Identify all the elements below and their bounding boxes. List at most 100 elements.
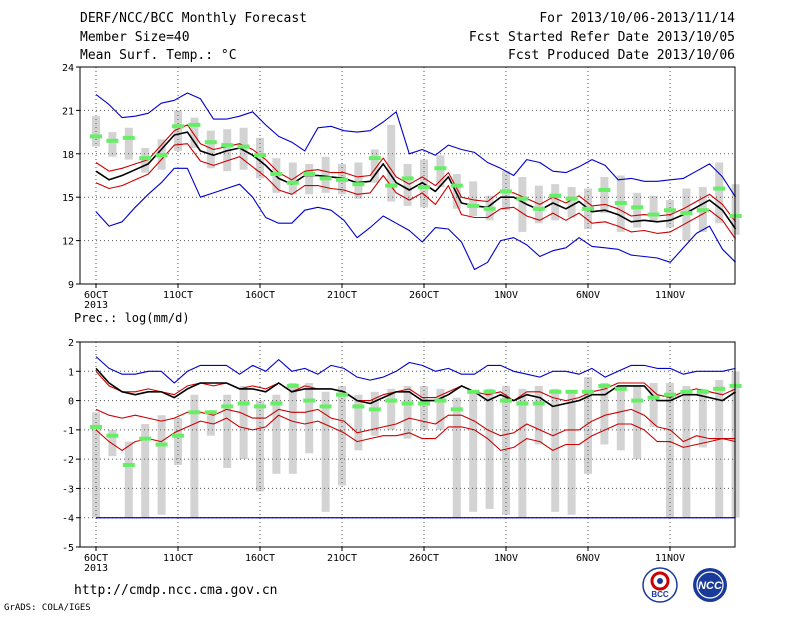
y-tick-label: -3	[62, 484, 74, 495]
series-line-max	[95, 92, 737, 198]
median-marker	[122, 463, 135, 467]
median-marker	[286, 383, 299, 388]
y-tick-label: 1	[68, 367, 74, 378]
ensemble-box	[370, 391, 379, 436]
x-tick-label: 21OCT	[327, 553, 357, 564]
ensemble-box	[600, 383, 609, 445]
source-url[interactable]: http://cmdp.ncc.cma.gov.cn	[74, 583, 278, 598]
median-marker	[467, 203, 480, 208]
ensemble-box	[731, 184, 740, 235]
median-marker	[172, 433, 184, 438]
forecast-period: For 2013/10/06-2013/11/14	[539, 11, 735, 26]
median-marker	[122, 135, 135, 140]
median-marker	[352, 404, 365, 409]
series-line-p25	[95, 408, 736, 443]
median-marker	[303, 398, 316, 403]
ensemble-box	[731, 371, 740, 518]
median-marker	[368, 156, 381, 161]
median-marker	[434, 398, 447, 403]
y-tick-label: 18	[62, 150, 74, 161]
y-tick-label: 9	[68, 280, 74, 291]
median-marker	[319, 176, 332, 181]
median-marker	[450, 183, 463, 188]
ensemble-box	[715, 380, 724, 518]
ensemble-box	[649, 195, 658, 222]
ensemble-box	[206, 130, 215, 169]
median-marker	[565, 196, 578, 201]
fcst-started-date: Fcst Started Refer Date 2013/10/05	[468, 30, 735, 45]
fcst-produced-date: Fcst Produced Date 2013/10/06	[508, 48, 735, 63]
ensemble-box	[256, 137, 264, 179]
median-marker	[139, 156, 152, 161]
median-marker	[368, 407, 381, 412]
median-marker	[155, 153, 168, 158]
x-tick-label: 16OCT	[245, 290, 275, 301]
median-marker	[483, 206, 496, 211]
median-marker	[401, 176, 414, 181]
ensemble-box	[321, 156, 330, 193]
median-marker	[434, 166, 447, 171]
y-tick-label: 15	[62, 193, 74, 204]
y-tick-label: -2	[62, 455, 74, 466]
x-tick-label: 16OCT	[245, 553, 275, 564]
median-marker	[500, 189, 512, 194]
ensemble-box	[551, 184, 560, 221]
x-tick-label: 11NOV	[655, 553, 685, 564]
series-line-max	[95, 356, 736, 384]
ensemble-box	[157, 415, 166, 515]
y-tick-label: 21	[62, 106, 74, 117]
median-marker	[483, 389, 496, 394]
median-marker	[303, 172, 316, 177]
median-marker	[221, 143, 234, 148]
series-line-mean	[95, 367, 737, 408]
prec-panel-title: Prec.: log(mm/d)	[74, 311, 190, 325]
median-marker	[614, 386, 627, 391]
median-marker	[532, 206, 545, 211]
x-tick-label: 1NOV	[494, 553, 518, 564]
ensemble-box	[387, 388, 396, 430]
median-marker	[188, 410, 201, 415]
ensemble-box	[633, 385, 642, 460]
member-size: Member Size=40	[80, 30, 190, 45]
plot-area	[80, 342, 735, 547]
ensemble-box	[452, 397, 461, 518]
ensemble-box	[305, 163, 314, 195]
median-marker	[729, 383, 742, 388]
median-marker	[418, 185, 430, 190]
ensemble-box	[190, 117, 199, 149]
median-marker	[254, 153, 266, 158]
ncc-logo: NCC	[693, 568, 727, 602]
median-marker	[664, 392, 676, 397]
ensemble-box	[452, 174, 461, 209]
ensemble-box	[616, 385, 625, 451]
ensemble-box	[239, 385, 248, 460]
grads-credit: GrADS: COLA/IGES	[4, 603, 91, 613]
x-year-label: 2013	[84, 300, 108, 311]
ensemble-box	[518, 176, 527, 232]
ensemble-box	[141, 424, 150, 518]
median-marker	[680, 211, 693, 216]
median-marker	[696, 208, 709, 213]
ensemble-box	[518, 388, 527, 518]
ensemble-box	[403, 163, 412, 206]
variable-label: Mean Surf. Temp.: °C	[80, 48, 237, 63]
median-marker	[598, 383, 611, 388]
ensemble-box	[387, 124, 396, 202]
ensemble-box	[354, 162, 363, 199]
median-marker	[204, 140, 217, 145]
ensemble-box	[715, 162, 724, 224]
median-marker	[631, 205, 644, 210]
median-marker	[647, 212, 660, 217]
ensemble-box	[403, 385, 412, 439]
ensemble-box	[239, 127, 248, 170]
ensemble-box	[600, 176, 609, 214]
median-marker	[270, 172, 283, 177]
ensemble-box	[174, 110, 182, 151]
median-marker	[729, 214, 742, 219]
series-line-p25	[95, 143, 737, 240]
ensemble-box	[124, 127, 133, 160]
ensemble-box	[584, 377, 592, 474]
ensemble-box	[370, 149, 379, 183]
